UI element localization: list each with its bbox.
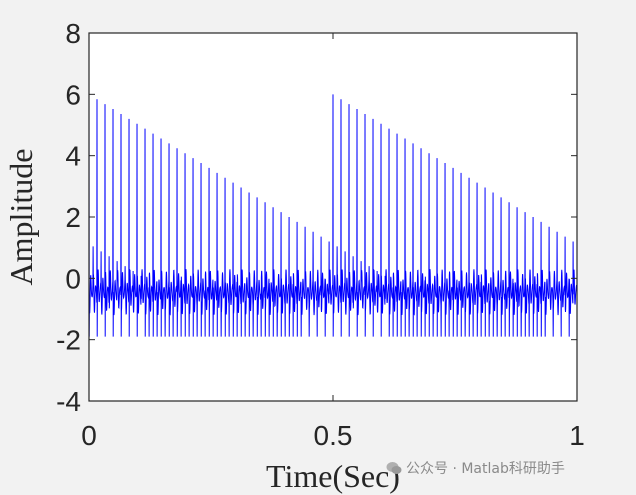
- wechat-icon: [386, 462, 402, 474]
- y-tick-label: -4: [56, 386, 81, 417]
- y-tick-label: 8: [65, 18, 81, 49]
- x-tick-label: 1: [569, 420, 585, 451]
- y-tick-label: 6: [65, 79, 81, 110]
- signal-series: [88, 94, 578, 337]
- y-tick-label: 4: [65, 141, 81, 172]
- ticks: [88, 32, 578, 402]
- signal-line: [88, 94, 578, 337]
- x-axis-title: Time(Sec): [266, 458, 400, 494]
- y-tick-label: -2: [56, 325, 81, 356]
- y-tick-label: 0: [65, 263, 81, 294]
- x-tick-label: 0.5: [314, 420, 353, 451]
- x-tick-label: 0: [81, 420, 97, 451]
- watermark: 公众号 · Matlab科研助手: [386, 458, 565, 478]
- y-tick-label: 2: [65, 202, 81, 233]
- watermark-text: 公众号 · Matlab科研助手: [406, 461, 565, 477]
- y-axis-title: Amplitude: [3, 149, 39, 286]
